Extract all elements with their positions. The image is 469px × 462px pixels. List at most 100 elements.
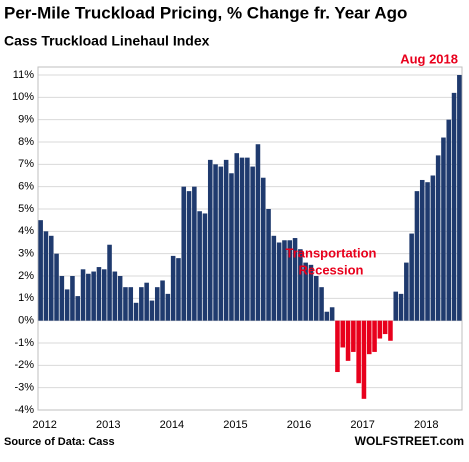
y-tick-label: 1% [18, 292, 34, 304]
bar [298, 249, 303, 321]
bar [207, 159, 213, 321]
bar [75, 296, 81, 321]
bar [292, 238, 298, 321]
bar [128, 287, 134, 321]
y-tick-label: 0% [18, 315, 34, 327]
y-tick-label: 4% [18, 225, 34, 237]
bar [435, 155, 441, 321]
bar [139, 287, 144, 321]
bar [112, 271, 118, 321]
bar [165, 293, 171, 321]
bar [340, 320, 346, 348]
bar [451, 92, 457, 321]
bar [287, 240, 293, 321]
bar [70, 276, 75, 321]
bar [133, 302, 139, 321]
bar [234, 153, 240, 321]
bar [430, 175, 436, 321]
bar [282, 240, 287, 321]
bar [356, 320, 361, 384]
x-tick-label: 2012 [32, 419, 56, 431]
bar [38, 220, 43, 321]
bar [54, 253, 59, 321]
bar [223, 159, 229, 321]
annotation: Recession [298, 262, 363, 277]
bar [96, 267, 102, 321]
bar [107, 244, 112, 321]
bar [101, 269, 107, 321]
x-tick-label: 2017 [350, 419, 374, 431]
bar [409, 233, 414, 321]
y-tick-label: -1% [14, 337, 34, 349]
x-tick-label: 2016 [287, 419, 311, 431]
bar [414, 191, 420, 321]
bar [117, 276, 123, 321]
bar [43, 231, 49, 321]
annotation: Aug 2018 [400, 51, 458, 66]
bar [388, 320, 393, 341]
bar [446, 119, 452, 321]
bar [441, 137, 446, 321]
bar [218, 166, 224, 321]
bar [425, 182, 430, 321]
bar [324, 311, 330, 321]
bar [419, 179, 425, 321]
bar [382, 320, 388, 335]
y-tick-label: 7% [18, 158, 34, 170]
y-tick-label: 10% [12, 91, 34, 103]
y-tick-label: 6% [18, 181, 34, 193]
chart-title: Per-Mile Truckload Pricing, % Change fr.… [4, 3, 407, 22]
bar [457, 75, 462, 321]
bar [266, 209, 271, 321]
bar [276, 242, 282, 321]
bar [91, 271, 96, 321]
bar [202, 213, 208, 321]
y-tick-label: -2% [14, 359, 34, 371]
bar [64, 289, 70, 321]
x-tick-label: 2013 [96, 419, 120, 431]
bar [170, 255, 176, 321]
bar [181, 186, 187, 321]
source: Source of Data: Cass [4, 436, 115, 448]
bar [176, 258, 181, 321]
y-tick-label: 8% [18, 136, 34, 148]
bar [303, 262, 308, 321]
credit: WOLFSTREET.com [355, 434, 464, 448]
bar [149, 300, 155, 321]
bar [377, 320, 383, 339]
bar [48, 235, 54, 321]
bar [186, 191, 192, 321]
y-tick-label: -4% [14, 404, 34, 416]
bar [398, 293, 404, 321]
bar [197, 211, 202, 321]
bar [345, 320, 351, 361]
bar [404, 262, 409, 321]
bar [144, 282, 149, 321]
y-tick-label: 5% [18, 203, 34, 215]
x-tick-label: 2015 [223, 419, 247, 431]
bar [59, 276, 65, 321]
bar [329, 307, 335, 321]
bar [393, 291, 399, 321]
bar [313, 276, 319, 321]
bar [123, 287, 128, 321]
bar [335, 320, 340, 373]
bar [319, 287, 324, 321]
bar [372, 320, 377, 352]
x-tick-label: 2014 [160, 419, 184, 431]
bar [260, 177, 266, 321]
y-tick-label: 11% [13, 69, 34, 81]
bar [80, 269, 86, 321]
bar [160, 280, 165, 321]
bar [366, 320, 372, 355]
y-tick-label: -3% [14, 382, 34, 394]
bar [154, 287, 160, 321]
x-tick-label: 2018 [414, 419, 438, 431]
bar [192, 186, 197, 321]
annotation: Transportation [285, 245, 376, 260]
bar [361, 320, 367, 399]
bar [351, 320, 356, 352]
bar [86, 273, 91, 321]
bar [271, 235, 277, 321]
